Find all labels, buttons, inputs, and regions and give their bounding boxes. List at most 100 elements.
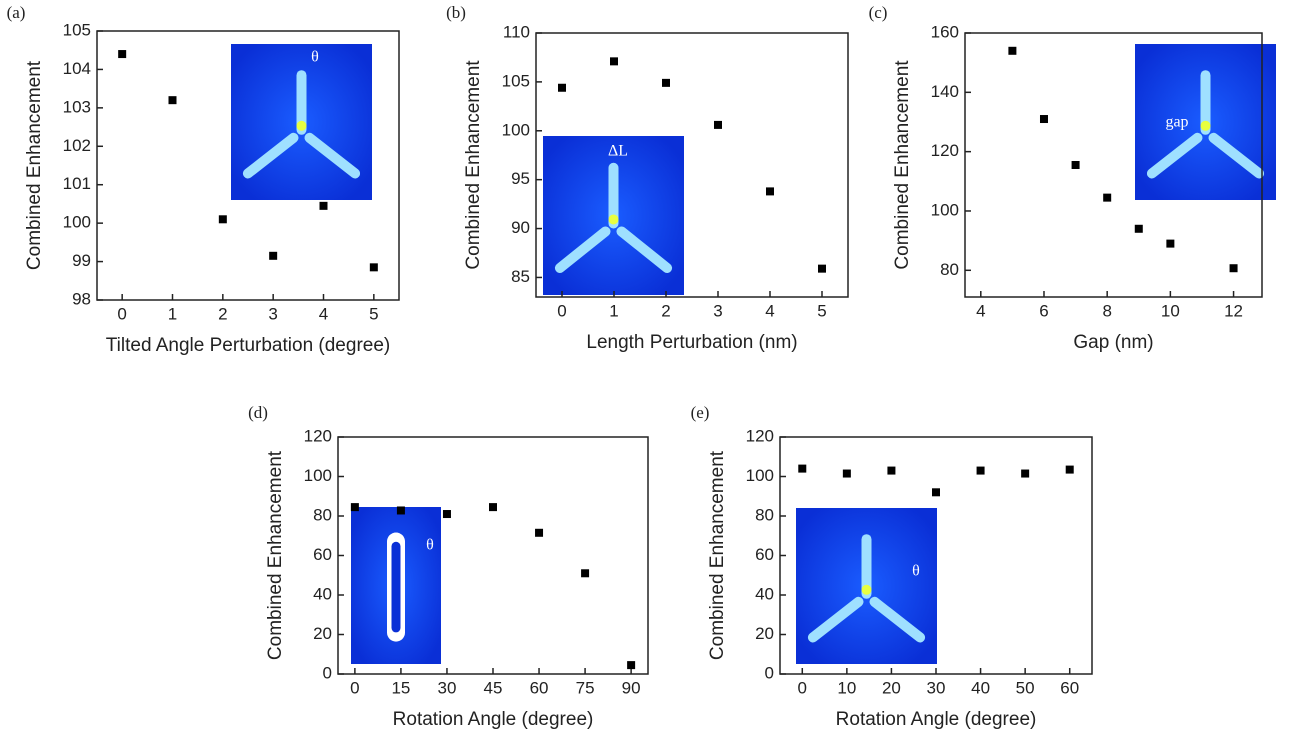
y-tick-label: 98 (72, 289, 91, 308)
x-tick-label: 50 (1016, 678, 1035, 697)
x-axis-title: Rotation Angle (degree) (836, 709, 1037, 730)
inset-hotspot (861, 584, 872, 595)
x-tick-label: 4 (976, 301, 985, 320)
x-tick-label: 10 (1161, 301, 1180, 320)
x-tick-label: 20 (882, 678, 901, 697)
inset-label: θ (426, 537, 434, 554)
panel: θ 0 20 40 60 80 100 120 0 15 30 45 60 75 90 Rotation An… (248, 403, 649, 730)
point (798, 464, 807, 473)
x-tick-label: 5 (369, 304, 378, 323)
point (369, 263, 378, 272)
y-axis-title: Combined Enhancement (265, 450, 286, 660)
y-tick-label: 20 (755, 624, 774, 643)
point (1103, 193, 1112, 202)
x-tick-label: 60 (1060, 678, 1079, 697)
x-tick-label: 40 (971, 678, 990, 697)
point (1065, 465, 1074, 474)
y-tick-label: 99 (72, 251, 91, 270)
x-tick-label: 75 (576, 678, 595, 697)
x-axis-title: Length Perturbation (nm) (586, 332, 797, 353)
x-tick-label: 0 (350, 678, 359, 697)
point (1008, 46, 1017, 55)
y-tick-label: 80 (940, 260, 959, 279)
plot-frame (96, 30, 400, 301)
inset-arm (1208, 132, 1265, 179)
y-tick-label: 105 (63, 20, 91, 39)
y-tick-label: 60 (755, 545, 774, 564)
panel-label: (a) (7, 3, 26, 22)
point (1229, 264, 1238, 273)
point (714, 120, 722, 129)
panel-label: (e) (691, 403, 710, 422)
panel: θ 98 99 100 101 102 103 104 105 0 1 2 3 4 5 Tilted Angl… (7, 3, 400, 356)
y-tick-label: 120 (304, 426, 332, 445)
point (350, 503, 359, 512)
point (627, 661, 636, 670)
x-tick-label: 45 (484, 678, 503, 697)
y-tick-label: 100 (746, 466, 774, 485)
x-tick-label: 4 (765, 301, 774, 320)
point (842, 469, 851, 478)
x-tick-label: 2 (661, 301, 670, 320)
x-tick-label: 60 (530, 678, 549, 697)
y-tick-label: 85 (511, 267, 530, 286)
x-tick-label: 90 (622, 678, 641, 697)
inset-arm (807, 596, 864, 643)
y-axis-title: Combined Enhancement (707, 450, 728, 660)
point (489, 503, 497, 512)
point (818, 264, 826, 273)
point (1134, 224, 1143, 233)
y-tick-label: 104 (63, 59, 91, 78)
inset-hotspot (1200, 120, 1211, 131)
y-tick-label: 80 (755, 505, 774, 524)
y-tick-label: 95 (511, 169, 530, 188)
x-tick-label: 10 (837, 678, 856, 697)
panel: gap 80 100 120 140 160 4 6 8 10 12 Gap (nm) Combined… (869, 3, 1276, 353)
point (269, 251, 278, 260)
y-tick-label: 102 (63, 136, 91, 155)
x-axis-title: Rotation Angle (degree) (393, 709, 594, 730)
y-axis-title: Combined Enhancement (463, 60, 484, 270)
point (558, 83, 566, 92)
x-tick-label: 1 (168, 304, 177, 323)
y-tick-label: 100 (304, 466, 332, 485)
point (766, 187, 774, 196)
y-tick-label: 120 (931, 141, 959, 160)
point (1166, 239, 1175, 248)
y-tick-label: 103 (63, 97, 91, 116)
x-tick-label: 0 (117, 304, 126, 323)
panel-label: (d) (248, 403, 268, 422)
x-tick-label: 8 (1102, 301, 1111, 320)
y-tick-label: 100 (931, 200, 959, 219)
point (932, 488, 940, 497)
x-tick-label: 30 (927, 678, 946, 697)
point (319, 201, 328, 210)
inset-label: θ (912, 563, 920, 580)
x-tick-label: 3 (268, 304, 277, 323)
point (1071, 161, 1080, 169)
y-tick-label: 0 (765, 663, 774, 682)
y-tick-label: 120 (746, 426, 774, 445)
point (535, 528, 544, 537)
y-tick-label: 100 (502, 120, 530, 139)
x-tick-label: 12 (1224, 301, 1243, 320)
inset-arm (554, 226, 611, 273)
y-tick-label: 20 (313, 624, 332, 643)
panel: ΔL 85 90 95 100 105 110 0 1 2 3 4 5 Length Perturbati… (446, 3, 849, 353)
inset-label: ΔL (608, 143, 628, 160)
inset-arm (616, 226, 673, 273)
inset-label: θ (311, 49, 319, 66)
y-tick-label: 40 (755, 584, 774, 603)
point (581, 569, 590, 578)
x-tick-label: 3 (713, 301, 722, 320)
x-axis-title: Gap (nm) (1073, 332, 1153, 353)
point (118, 50, 127, 59)
panel: θ 0 20 40 60 80 100 120 0 10 20 30 40 50 60 Rotation An… (691, 403, 1093, 730)
point (887, 466, 896, 475)
panel-label: (b) (446, 3, 466, 22)
point (976, 466, 985, 475)
y-tick-label: 160 (931, 22, 959, 41)
inset-arm (304, 132, 361, 179)
y-tick-label: 101 (63, 174, 91, 193)
